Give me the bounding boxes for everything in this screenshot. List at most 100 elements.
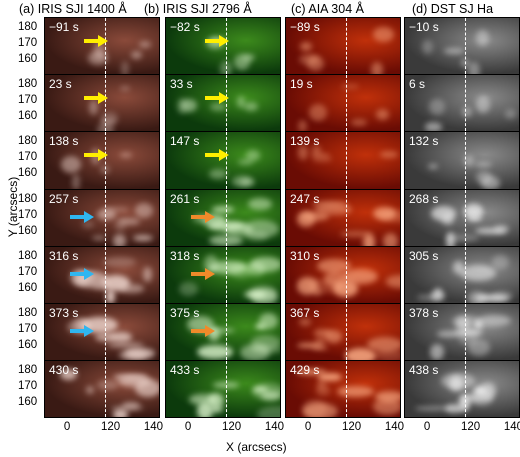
- bright-feature: [324, 329, 342, 343]
- bright-feature: [448, 376, 464, 392]
- x-tick-label: 0: [304, 421, 312, 433]
- bright-feature: [375, 390, 400, 402]
- column-title-a: (a) IRIS SJI 1400 Å: [19, 2, 127, 16]
- time-label: 430 s: [49, 363, 79, 378]
- bright-feature: [307, 56, 325, 72]
- bright-feature: [317, 372, 342, 382]
- y-tick-label: 170: [18, 94, 38, 107]
- bright-feature: [249, 286, 277, 301]
- bright-feature: [431, 206, 456, 222]
- arrow-icon: [205, 92, 229, 105]
- bright-feature: [112, 408, 129, 418]
- image-panel: 132 s: [404, 131, 520, 190]
- y-tick-label: 180: [18, 135, 38, 148]
- time-label: 378 s: [409, 306, 439, 320]
- bright-feature: [139, 41, 152, 49]
- bright-feature: [475, 162, 492, 167]
- bright-feature: [180, 98, 197, 113]
- column-title-c: (c) AIA 304 Å: [291, 2, 364, 16]
- bright-feature: [120, 86, 131, 91]
- bright-feature: [209, 168, 228, 179]
- bright-feature: [59, 369, 77, 381]
- bright-feature: [244, 291, 266, 299]
- bright-feature: [118, 376, 151, 388]
- bright-feature: [211, 206, 235, 213]
- image-panel: −89 s: [285, 17, 401, 76]
- x-tick-label: 140: [503, 421, 520, 433]
- bright-feature: [446, 232, 456, 246]
- image-panel: 247 s: [285, 188, 401, 247]
- reference-dashed-line: [105, 361, 106, 418]
- bright-feature: [299, 317, 311, 326]
- reference-dashed-line: [465, 18, 466, 75]
- bright-feature: [372, 206, 396, 221]
- y-tick-label: 160: [18, 167, 38, 180]
- arrow-icon: [70, 210, 94, 223]
- bright-feature: [459, 265, 496, 282]
- image-panel: −10 s: [404, 17, 520, 76]
- bright-feature: [429, 290, 445, 302]
- bright-feature: [417, 293, 438, 301]
- bright-feature: [430, 344, 445, 360]
- time-label: 268 s: [409, 191, 439, 206]
- bright-feature: [196, 344, 233, 359]
- bright-feature: [475, 30, 490, 46]
- bright-feature: [421, 39, 433, 54]
- y-tick-label: 180: [18, 249, 38, 262]
- time-label: −91 s: [49, 20, 79, 34]
- bright-feature: [317, 379, 327, 390]
- image-panel: 429 s: [285, 360, 401, 419]
- bright-feature: [251, 289, 279, 303]
- reference-dashed-line: [346, 361, 347, 418]
- y-tick-label: 160: [18, 396, 38, 409]
- reference-dashed-line: [226, 132, 227, 189]
- bright-feature: [494, 224, 510, 234]
- bright-feature: [232, 176, 252, 188]
- arrow-icon: [191, 325, 215, 337]
- bright-feature: [107, 342, 145, 349]
- reference-dashed-line: [346, 189, 347, 246]
- x-tick-label: 120: [460, 421, 481, 433]
- bright-feature: [209, 234, 243, 246]
- bright-feature: [310, 152, 330, 157]
- bright-feature: [247, 198, 273, 211]
- time-label: 429 s: [290, 363, 320, 378]
- bright-feature: [100, 118, 117, 124]
- bright-feature: [100, 165, 110, 175]
- bright-feature: [460, 58, 470, 68]
- image-panel: 375 s: [165, 303, 281, 362]
- arrow-icon: [205, 35, 229, 47]
- image-panel: 310 s: [285, 245, 401, 304]
- bright-feature: [219, 61, 233, 75]
- bright-feature: [316, 385, 330, 396]
- bright-feature: [473, 319, 483, 329]
- time-label: −10 s: [409, 20, 439, 34]
- bright-feature: [302, 402, 339, 418]
- column-title-b: (b) IRIS SJI 2796 Å: [144, 2, 252, 16]
- bright-feature: [244, 101, 258, 112]
- time-label: 147 s: [170, 134, 200, 149]
- reference-dashed-line: [226, 18, 227, 75]
- bright-feature: [363, 233, 376, 246]
- time-label: 316 s: [49, 248, 79, 263]
- bright-feature: [373, 27, 394, 42]
- bright-feature: [134, 202, 154, 218]
- y-tick-label: 180: [18, 78, 38, 91]
- bright-feature: [93, 284, 111, 291]
- arrow-icon: [84, 92, 108, 105]
- bright-feature: [252, 386, 269, 392]
- bright-feature: [96, 208, 116, 220]
- bright-feature: [239, 343, 271, 361]
- bright-feature: [296, 343, 322, 348]
- reference-dashed-line: [226, 304, 227, 361]
- bright-feature: [298, 53, 320, 66]
- bright-feature: [463, 154, 475, 167]
- arrow-icon: [191, 267, 215, 280]
- time-label: 132 s: [409, 134, 439, 149]
- bright-feature: [424, 122, 442, 132]
- bright-feature: [244, 230, 269, 241]
- y-tick-label: 180: [18, 364, 38, 377]
- bright-feature: [373, 397, 400, 416]
- bright-feature: [375, 348, 400, 361]
- x-tick-label: 120: [100, 421, 121, 433]
